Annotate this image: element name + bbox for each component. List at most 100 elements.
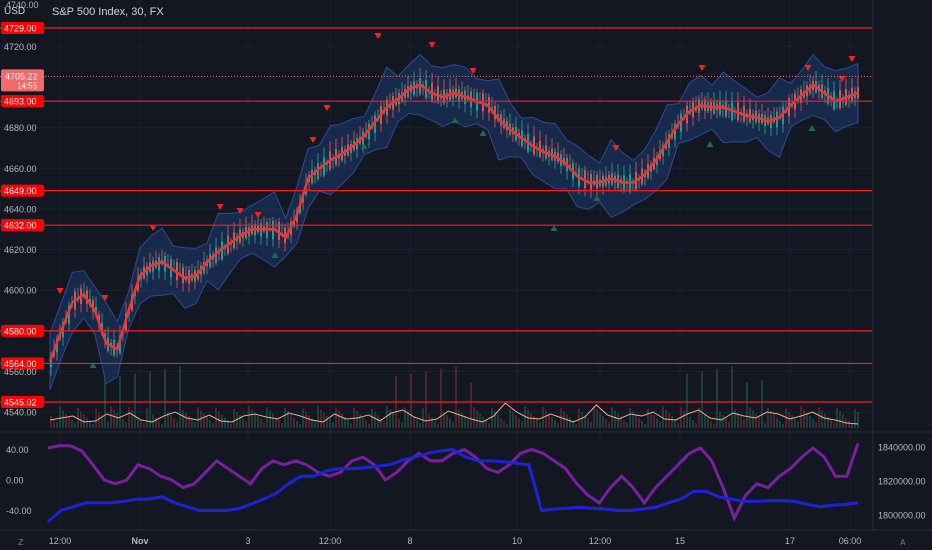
volume-bar xyxy=(815,422,817,428)
volume-bar xyxy=(365,420,367,428)
sell-marker xyxy=(612,145,620,151)
volume-bar xyxy=(824,413,826,428)
volume-bar xyxy=(59,407,61,428)
volume-bar xyxy=(377,415,379,428)
volume-bar xyxy=(482,416,484,428)
volume-bar xyxy=(302,408,304,428)
volume-bar xyxy=(53,419,55,428)
volume-bar xyxy=(479,413,481,428)
volume-bar xyxy=(548,413,550,428)
volume-bar xyxy=(332,422,334,428)
volume-bar xyxy=(791,415,793,428)
volume-bar xyxy=(476,410,478,428)
volume-bar xyxy=(329,419,331,428)
zoom-button[interactable]: Z xyxy=(18,538,24,547)
volume-bar xyxy=(683,410,685,428)
volume-bar xyxy=(449,418,451,428)
price-tick: 4640.00 xyxy=(4,204,37,214)
volume-bar xyxy=(77,408,79,428)
volume-bar xyxy=(68,416,70,428)
volume-bar xyxy=(293,417,295,428)
volume-bar xyxy=(74,423,76,428)
volume-bar xyxy=(722,415,724,428)
volume-bar xyxy=(128,407,130,428)
volume-bar xyxy=(653,415,655,428)
volume-bar xyxy=(404,407,406,428)
volume-bar xyxy=(389,409,391,428)
volume-bar xyxy=(137,416,139,428)
volume-bar xyxy=(371,408,373,428)
buy-marker xyxy=(360,143,368,149)
moving-average-line xyxy=(48,83,859,362)
volume-bar xyxy=(821,410,823,428)
symbol-title[interactable]: S&P 500 Index, 30, FX xyxy=(52,6,164,18)
volume-bar xyxy=(647,408,649,428)
volume-bar xyxy=(467,419,469,428)
volume-bar xyxy=(485,420,487,428)
volume-bar xyxy=(380,418,382,428)
horizontal-levels[interactable]: 4729.00 4693.00 4649.00 4632.00 4580.00 4564.… xyxy=(0,22,872,408)
volume-bar xyxy=(410,373,412,428)
volume-bar xyxy=(173,418,175,428)
volume-bar xyxy=(116,412,118,428)
volume-bar xyxy=(575,424,577,428)
volume-bar xyxy=(686,373,688,428)
auto-scale-button[interactable]: A xyxy=(900,538,906,547)
volume-bar xyxy=(182,409,184,428)
candle-body xyxy=(782,106,784,125)
volume-bar xyxy=(659,421,661,428)
level-label: 4564.00 xyxy=(4,359,37,369)
volume-bar xyxy=(785,408,787,428)
volume-bar xyxy=(386,406,388,428)
volume-bar xyxy=(134,373,136,428)
volume-bar xyxy=(488,423,490,428)
volume-bar xyxy=(260,419,262,428)
volume-bar xyxy=(398,419,400,428)
volume-bar xyxy=(92,424,94,428)
time-label: 12:00 xyxy=(589,536,612,546)
volume-bar xyxy=(356,411,358,428)
volume-bar xyxy=(62,410,64,428)
price-tick-top: 4740.00 xyxy=(6,0,39,10)
volume-bar xyxy=(191,419,193,428)
volume-bar xyxy=(281,423,283,428)
volume-bar xyxy=(350,423,352,428)
volume-bar xyxy=(269,410,271,428)
volume-bar xyxy=(491,408,493,428)
volume-bar xyxy=(407,410,409,428)
currency-label: USD xyxy=(4,6,26,17)
volume-bar xyxy=(656,418,658,428)
volume-bar xyxy=(743,419,745,428)
volume-bar xyxy=(614,410,616,428)
volume-bar xyxy=(632,411,634,428)
time-label: 10 xyxy=(512,536,522,546)
volume-bar xyxy=(806,412,808,428)
volume-bar xyxy=(500,417,502,428)
volume-bar xyxy=(203,413,205,428)
volume-bar xyxy=(635,414,637,428)
volume-bar xyxy=(752,410,754,428)
candle-body xyxy=(680,113,682,132)
volume-bar xyxy=(596,409,598,428)
price-axis[interactable]: 4740.00 4720.00 4680.00 4660.00 4640.00 4620.… xyxy=(0,0,872,418)
volume-bar xyxy=(563,411,565,428)
volume-bar xyxy=(401,422,403,428)
time-axis[interactable]: 12:00 Nov 3 12:00 8 10 12:00 15 17 06:00 xyxy=(0,529,932,546)
level-label: 4632.00 xyxy=(4,221,37,231)
volume-bar xyxy=(227,420,229,428)
volume-bar xyxy=(263,422,265,428)
volume-bar xyxy=(695,423,697,428)
volume-bar xyxy=(143,423,145,428)
candle-body xyxy=(431,82,433,101)
volume-bar xyxy=(782,424,784,428)
time-label: 15 xyxy=(675,536,685,546)
volume-bar xyxy=(296,420,298,428)
volume-bar xyxy=(746,382,748,428)
price-tick: 4540.00 xyxy=(4,408,37,418)
volume-bar xyxy=(518,418,520,428)
candle-body xyxy=(278,222,280,240)
volume-bar xyxy=(80,411,82,428)
sell-marker xyxy=(56,288,64,294)
volume-bar xyxy=(146,408,148,428)
